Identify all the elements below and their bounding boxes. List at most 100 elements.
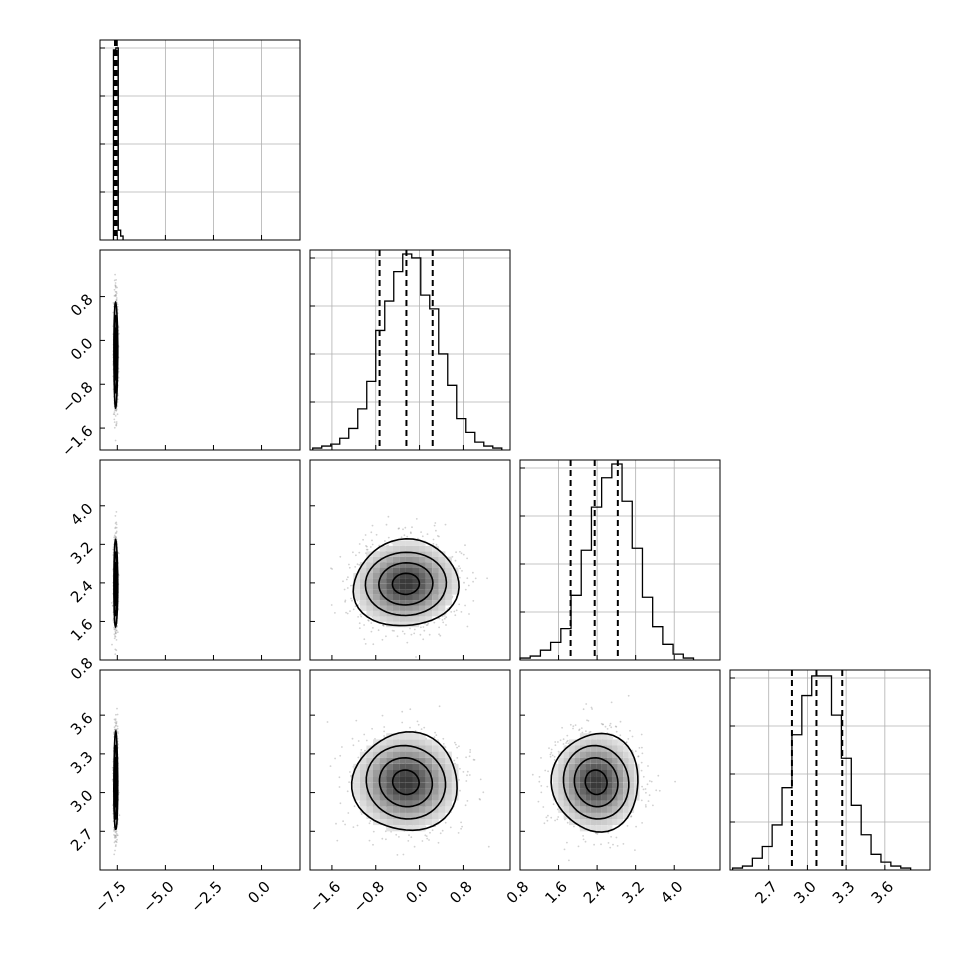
scatter-point <box>420 626 422 629</box>
scatter-point <box>115 841 118 844</box>
scatter-point <box>422 638 425 641</box>
scatter-point <box>409 627 411 630</box>
scatter-point <box>339 555 342 558</box>
scatter-point <box>384 540 386 542</box>
scatter-point <box>114 273 116 276</box>
scatter-point <box>455 551 457 554</box>
scatter-point <box>115 421 118 423</box>
scatter-point <box>458 576 461 579</box>
scatter-point <box>358 622 361 625</box>
scatter-frame <box>99 669 301 871</box>
scatter-point <box>413 628 416 631</box>
hist-frame <box>309 249 511 451</box>
hist-frame <box>519 459 721 661</box>
scatter-point <box>357 616 359 618</box>
scatter-point <box>116 713 119 716</box>
scatter-point <box>438 626 440 629</box>
scatter-point <box>359 613 362 616</box>
scatter-point <box>116 631 119 634</box>
scatter-point <box>115 531 118 534</box>
scatter-point <box>472 580 474 583</box>
scatter-point <box>114 295 117 298</box>
scatter-point <box>115 724 117 727</box>
histogram-2 <box>519 463 695 660</box>
scatter-point <box>113 726 116 729</box>
scatter-point <box>364 534 367 536</box>
scatter-point <box>363 624 365 626</box>
scatter-point <box>115 424 118 427</box>
scatter-point <box>381 638 384 641</box>
scatter-point <box>458 565 460 567</box>
scatter-point <box>115 511 118 513</box>
hist-panel-0 <box>99 39 301 241</box>
scatter-point <box>466 557 468 560</box>
scatter-point <box>411 526 413 529</box>
scatter-point <box>114 290 117 293</box>
scatter-point <box>345 578 348 581</box>
scatter-point <box>426 533 429 535</box>
scatter-point <box>356 563 359 566</box>
scatter-point <box>406 535 409 538</box>
scatter-point <box>113 426 116 429</box>
scatter-point <box>330 567 332 570</box>
scatter-point <box>370 622 373 624</box>
scatter-point <box>114 536 117 538</box>
scatter-point <box>115 291 118 293</box>
scatter-point <box>115 639 118 641</box>
scatter-point <box>115 649 118 652</box>
scatter-point <box>113 411 116 413</box>
scatter-point <box>113 830 115 832</box>
scatter-point <box>372 643 375 646</box>
scatter-point <box>112 302 115 304</box>
scatter-point <box>113 288 116 291</box>
hist-frame <box>99 39 301 241</box>
scatter-point <box>415 656 417 658</box>
histogram-3 <box>731 675 912 870</box>
scatter-point <box>387 536 390 539</box>
scatter-point <box>113 418 116 421</box>
scatter-point <box>118 814 121 817</box>
scatter-point <box>113 295 116 297</box>
scatter-point <box>117 552 120 555</box>
hist-panel-1 <box>309 249 511 451</box>
scatter-point <box>114 439 117 442</box>
scatter-point <box>349 610 351 612</box>
scatter-point <box>348 566 351 569</box>
scatter-point <box>385 523 388 526</box>
scatter-point <box>403 632 406 635</box>
scatter-point <box>346 587 349 589</box>
scatter-point <box>402 528 404 531</box>
scatter-point <box>111 643 113 646</box>
scatter-point <box>116 725 119 728</box>
scatter-point <box>464 604 466 607</box>
scatter-point <box>435 543 438 546</box>
scatter-point <box>358 543 361 545</box>
panels <box>99 39 931 871</box>
scatter-point <box>415 518 418 520</box>
scatter-point <box>396 635 399 638</box>
scatter-point <box>413 632 416 635</box>
scatter-panel-0-3 <box>99 669 301 871</box>
scatter-point <box>454 559 457 562</box>
scatter-point <box>115 521 118 524</box>
scatter-point <box>442 621 445 624</box>
scatter-point <box>113 836 116 839</box>
scatter-point <box>406 641 409 644</box>
scatter-point <box>370 630 373 633</box>
scatter-point <box>114 284 117 287</box>
scatter-point <box>117 732 119 735</box>
scatter-point <box>113 413 116 416</box>
scatter-point <box>352 551 354 554</box>
scatter-point <box>116 707 118 710</box>
scatter-point <box>398 527 400 530</box>
scatter-point <box>116 834 119 837</box>
scatter-point <box>372 627 374 629</box>
scatter-point <box>433 524 436 527</box>
scatter-point <box>115 299 118 301</box>
scatter-point <box>441 619 444 621</box>
scatter-point <box>445 624 447 626</box>
scatter-point <box>118 332 120 335</box>
scatter-point <box>334 612 336 614</box>
scatter-point <box>351 599 353 602</box>
